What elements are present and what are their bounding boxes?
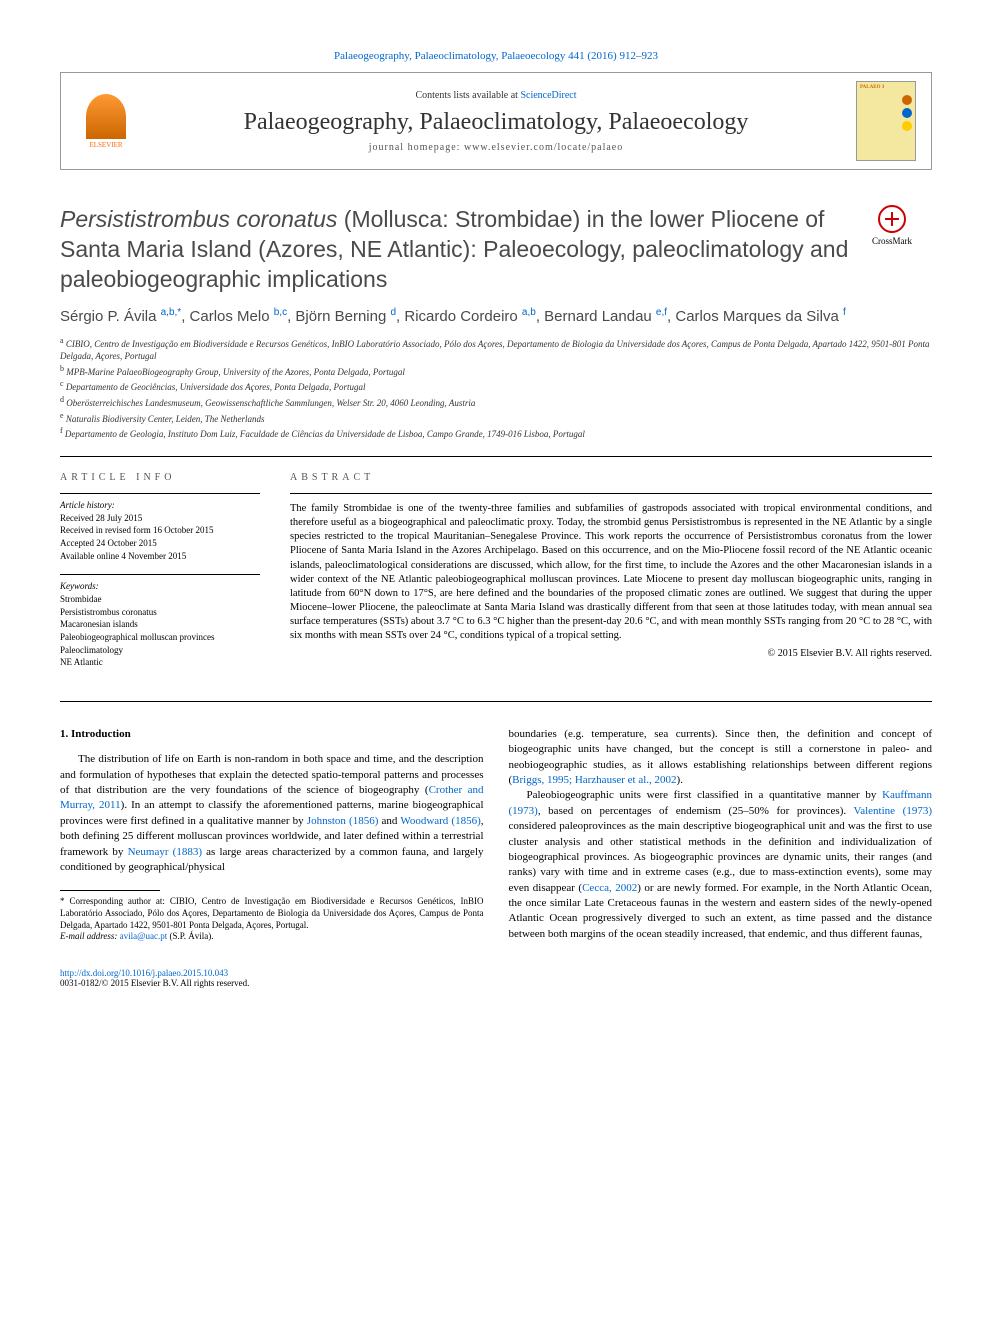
cover-dot-icon [902, 95, 912, 105]
crossmark-label: CrossMark [872, 236, 912, 246]
top-citation[interactable]: Palaeogeography, Palaeoclimatology, Pala… [60, 50, 932, 62]
doi-link[interactable]: http://dx.doi.org/10.1016/j.palaeo.2015.… [60, 968, 228, 978]
citation-link[interactable]: Neumayr (1883) [128, 846, 202, 858]
email-link[interactable]: avila@uac.pt [120, 931, 168, 941]
elsevier-label: ELSEVIER [89, 141, 122, 149]
contents-lists-text: Contents lists available at ScienceDirec… [136, 90, 856, 101]
contents-prefix: Contents lists available at [415, 90, 520, 101]
corresponding-author-footnote: * Corresponding author at: CIBIO, Centro… [60, 896, 484, 943]
intro-paragraph-2: Paleobiogeographic units were first clas… [509, 788, 933, 942]
article-info-header: ARTICLE INFO [60, 472, 260, 483]
journal-header: ELSEVIER Contents lists available at Sci… [60, 72, 932, 170]
homepage-url[interactable]: www.elsevier.com/locate/palaeo [464, 142, 623, 153]
citation-link[interactable]: Valentine (1973) [854, 805, 932, 817]
citation-link[interactable]: Johnston (1856) [307, 815, 379, 827]
page-footer: http://dx.doi.org/10.1016/j.palaeo.2015.… [60, 968, 932, 988]
crossmark-icon [878, 205, 906, 233]
text-run: ). [677, 774, 683, 786]
journal-cover-thumbnail: PALAEO 3 [856, 81, 916, 161]
footnote-separator [60, 890, 160, 891]
cover-dot-icon [902, 108, 912, 118]
divider [60, 456, 932, 457]
journal-homepage: journal homepage: www.elsevier.com/locat… [136, 142, 856, 153]
abstract-text: The family Strombidae is one of the twen… [290, 493, 932, 644]
article-title: Persististrombus coronatus (Mollusca: St… [60, 205, 932, 295]
text-run: Paleobiogeographic units were first clas… [527, 789, 883, 801]
text-run: and [378, 815, 400, 827]
email-label: E-mail address: [60, 931, 120, 941]
crossmark-badge[interactable]: CrossMark [852, 205, 932, 246]
authors-list: Sérgio P. Ávila a,b,*, Carlos Melo b,c, … [60, 307, 932, 325]
article-info-sidebar: ARTICLE INFO Article history: Received 2… [60, 472, 260, 681]
body-column-left: 1. Introduction The distribution of life… [60, 727, 484, 943]
header-center: Contents lists available at ScienceDirec… [136, 90, 856, 153]
keywords-label: Keywords: [60, 581, 260, 591]
affiliations: a CIBIO, Centro de Investigação em Biodi… [60, 335, 932, 441]
cover-label: PALAEO 3 [860, 85, 912, 90]
sciencedirect-link[interactable]: ScienceDirect [520, 90, 576, 101]
cover-dot-icon [902, 121, 912, 131]
abstract-copyright: © 2015 Elsevier B.V. All rights reserved… [290, 648, 932, 659]
elsevier-tree-icon [86, 94, 126, 139]
citation-link[interactable]: Cecca, 2002 [582, 882, 637, 894]
elsevier-logo: ELSEVIER [76, 86, 136, 156]
section-heading-intro: 1. Introduction [60, 727, 484, 742]
abstract-header: ABSTRACT [290, 472, 932, 483]
citation-link[interactable]: Woodward (1856) [400, 815, 480, 827]
keywords-body: StrombidaePersististrombus coronatusMaca… [60, 593, 260, 669]
citation-link[interactable]: Briggs, 1995; Harzhauser et al., 2002 [512, 774, 676, 786]
intro-paragraph-1: The distribution of life on Earth is non… [60, 752, 484, 875]
text-run: The distribution of life on Earth is non… [60, 753, 484, 796]
footnote-text: * Corresponding author at: CIBIO, Centro… [60, 896, 484, 929]
abstract-column: ABSTRACT The family Strombidae is one of… [290, 472, 932, 681]
homepage-prefix: journal homepage: [369, 142, 464, 153]
body-column-right: boundaries (e.g. temperature, sea curren… [509, 727, 933, 943]
history-label: Article history: [60, 500, 260, 510]
divider [60, 701, 932, 702]
journal-name: Palaeogeography, Palaeoclimatology, Pala… [136, 109, 856, 136]
issn-copyright: 0031-0182/© 2015 Elsevier B.V. All right… [60, 978, 249, 988]
email-person: (S.P. Ávila). [167, 931, 213, 941]
intro-paragraph-1-cont: boundaries (e.g. temperature, sea curren… [509, 727, 933, 789]
text-run: , based on percentages of endemism (25–5… [538, 805, 854, 817]
history-body: Received 28 July 2015Received in revised… [60, 512, 260, 562]
